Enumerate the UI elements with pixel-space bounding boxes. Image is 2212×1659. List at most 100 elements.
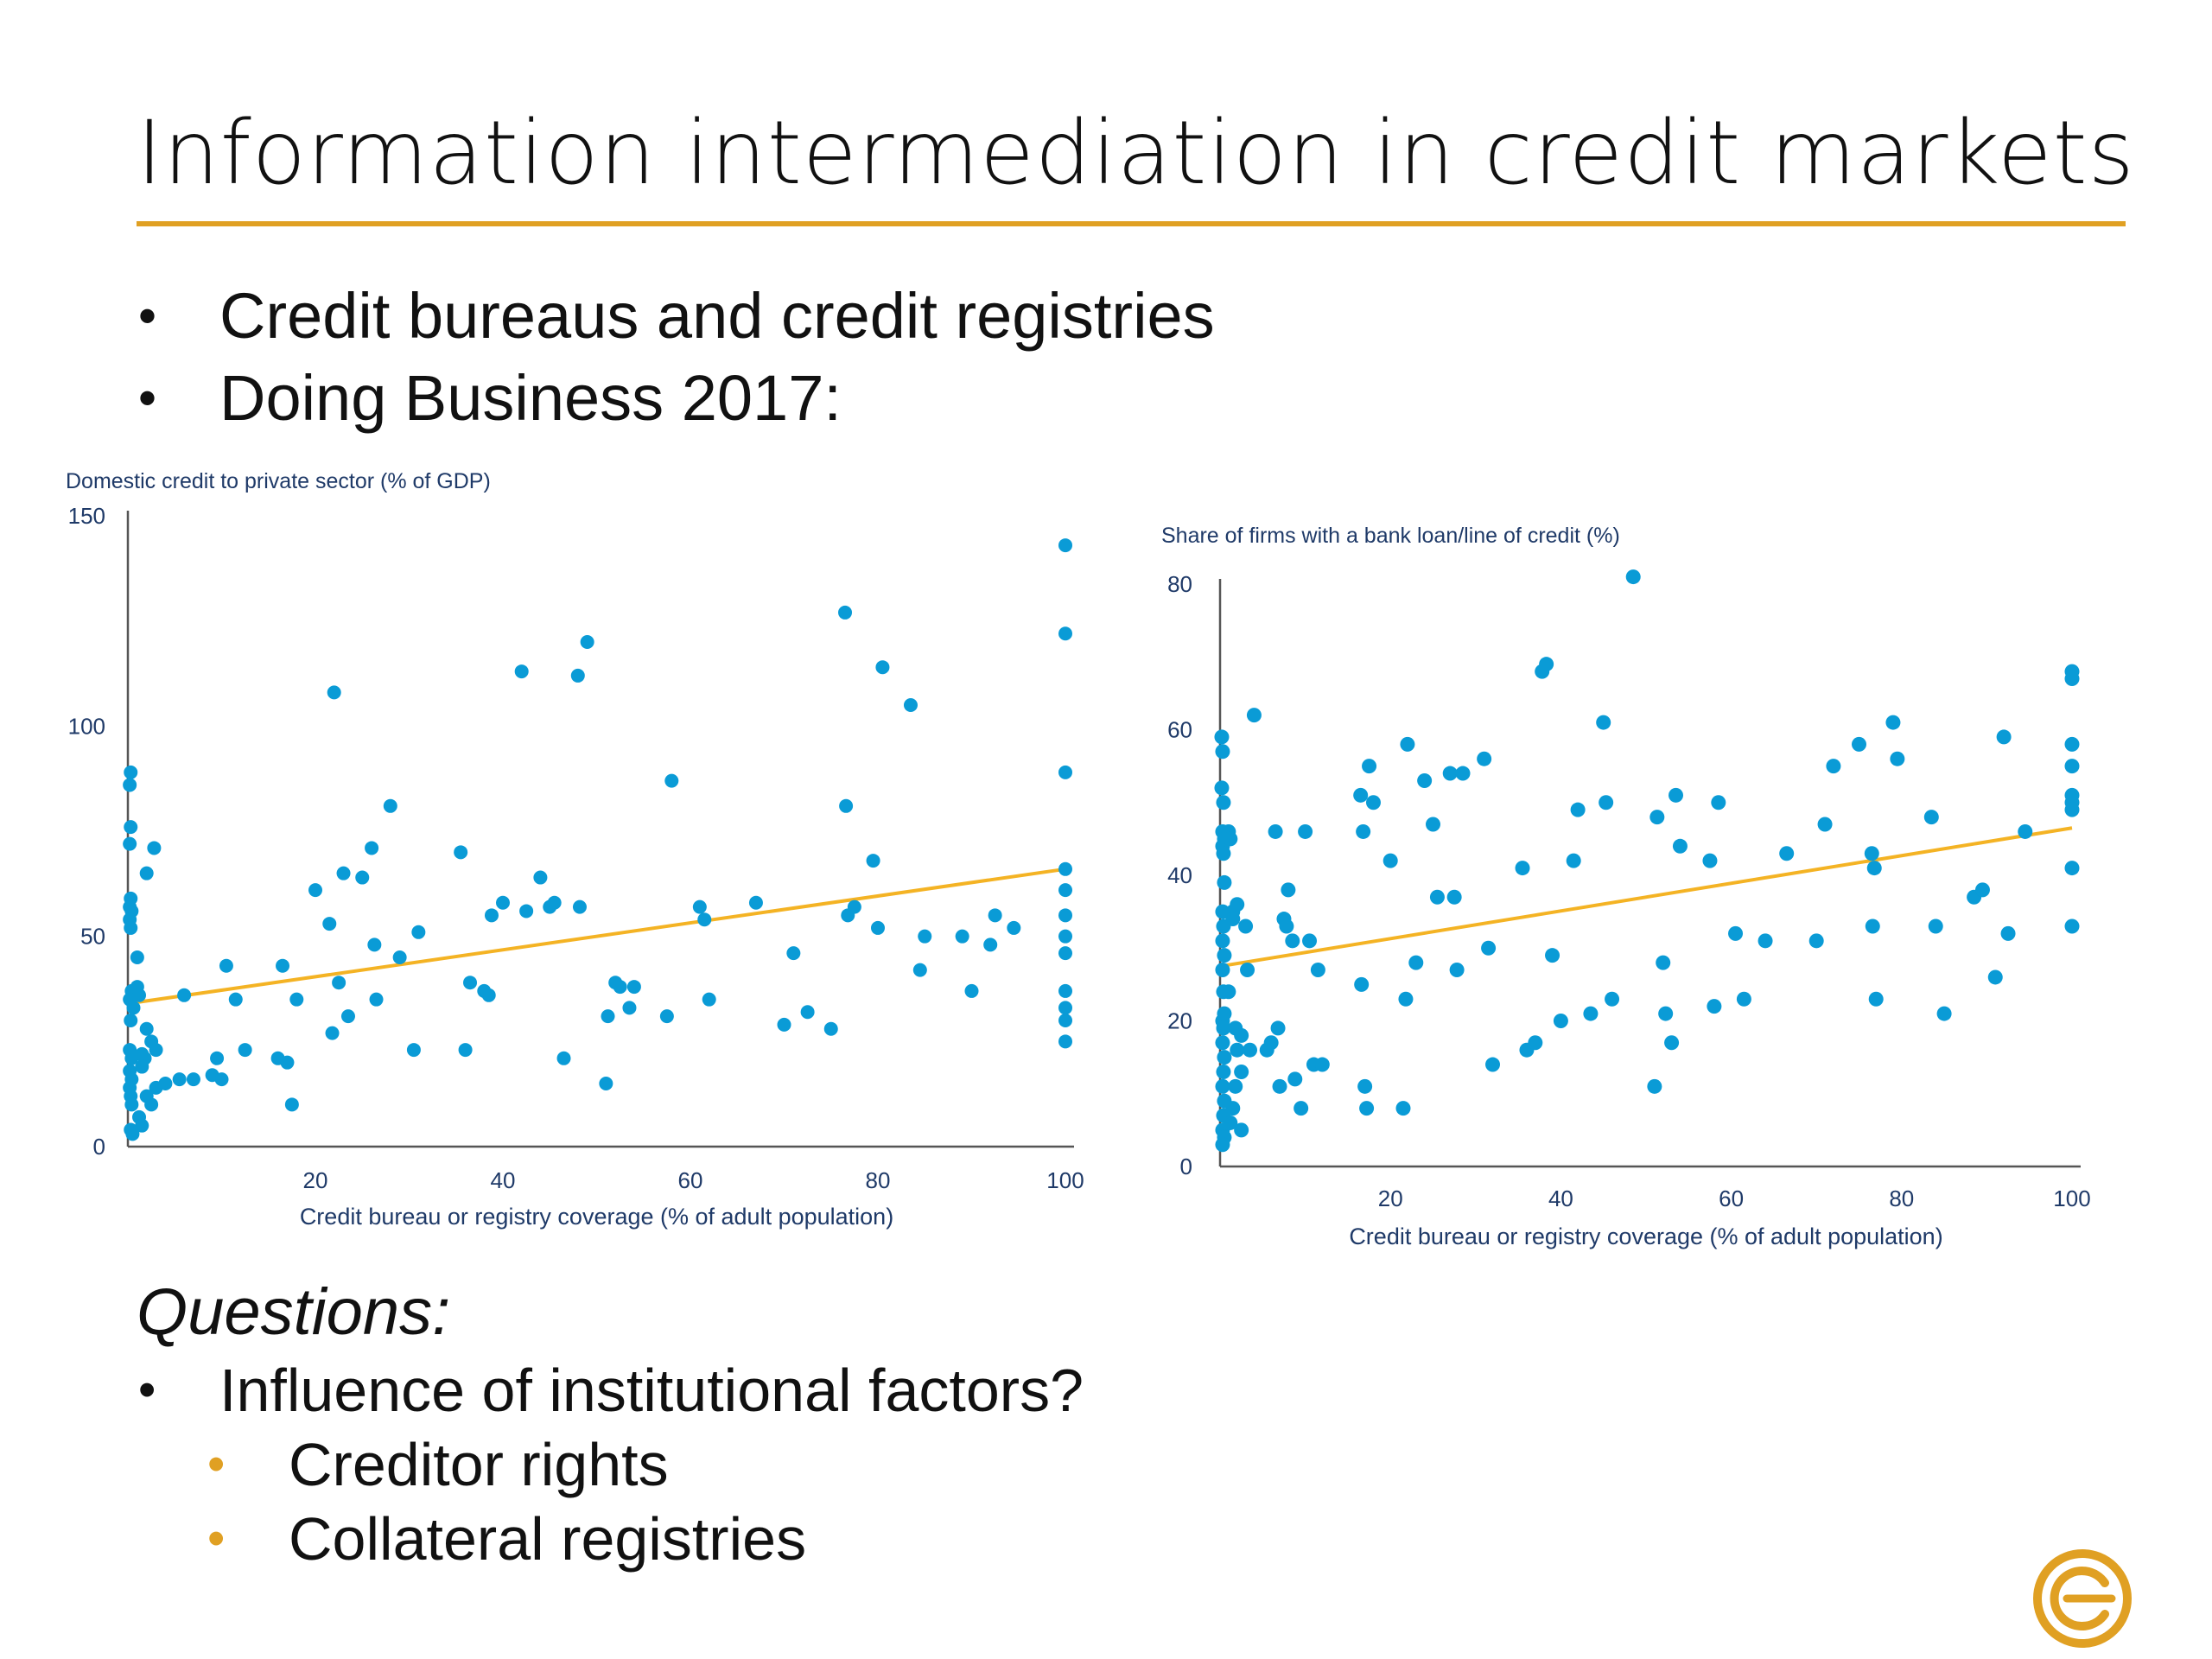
data-point [1987,969,2003,985]
bullet-dot-icon: • [207,1510,226,1567]
data-point [308,883,322,898]
data-point [1408,955,1424,970]
data-point [777,1017,791,1032]
data-point [1779,846,1795,861]
data-point [1214,780,1230,796]
data-point [1310,963,1325,978]
data-point [519,904,534,918]
data-point [1216,1064,1231,1079]
data-point [327,685,341,700]
x-tick-label: 20 [1378,1185,1403,1211]
y-tick-label: 100 [68,713,105,739]
data-point [1353,787,1369,803]
data-point [1058,538,1072,553]
data-point [1826,759,1841,774]
data-point [124,1014,138,1027]
data-point [1890,751,1905,766]
data-point [912,963,927,977]
data-point [1649,810,1665,825]
bullet-item: • Doing Business 2017: [138,357,1215,439]
data-point [1429,889,1445,905]
data-point [1216,795,1231,810]
data-point [1217,874,1232,890]
data-point [580,635,594,649]
x-tick-label: 100 [1046,1167,1084,1193]
data-point [613,980,627,995]
question-text: Collateral registries [289,1505,807,1573]
data-point [1664,1035,1680,1051]
data-point [332,976,346,990]
data-point [280,1055,295,1070]
data-point [284,1097,299,1112]
data-point [355,870,370,885]
data-point [1058,908,1072,923]
data-point [210,1051,225,1065]
data-point [1238,918,1254,934]
y-tick-label: 80 [1167,571,1192,597]
data-point [124,920,138,935]
data-point [1728,925,1744,941]
x-axis-label: Credit bureau or registry coverage (% of… [1349,1224,1942,1249]
questions-list: • Influence of institutional factors? • Cr… [138,1353,1084,1576]
x-tick-label: 80 [1889,1185,1914,1211]
bullet-item: • Credit bureaus and credit registries [138,275,1215,357]
data-point [1865,918,1880,934]
data-point [570,668,585,683]
data-point [1217,948,1232,963]
data-point [601,1009,615,1024]
chart-share-of-firms: Share of firms with a bank loan/line of … [1141,510,2143,1274]
data-point [1357,1078,1373,1094]
data-point [369,992,384,1007]
data-point [1225,1101,1241,1116]
data-point [1243,1042,1258,1058]
data-point [1215,744,1230,760]
data-point [454,845,468,860]
data-point [1058,983,1072,998]
data-point [481,988,496,1002]
y-axis-label: Domestic credit to private sector (% of … [66,469,491,493]
data-point [228,992,243,1007]
data-point [1223,1115,1238,1130]
data-point [1270,1020,1286,1036]
data-point [1702,853,1718,868]
data-point [659,1009,674,1024]
data-point [918,929,932,944]
data-point [1669,787,1684,803]
data-point [322,917,337,931]
bullet-dot-icon: • [138,369,157,427]
data-point [463,976,478,990]
data-point [1263,1035,1279,1051]
data-point [367,938,382,952]
data-point [1230,1042,1245,1058]
data-point [1545,948,1560,963]
data-point [838,605,853,620]
data-point [1481,940,1497,956]
data-point [955,929,969,944]
chart-domestic-credit: Domestic credit to private sector (% of … [52,462,1106,1262]
data-point [1215,904,1230,919]
data-point [1515,861,1530,876]
data-point [2064,918,2080,934]
x-tick-label: 40 [491,1167,516,1193]
data-point [866,854,880,868]
data-point [135,1118,149,1133]
data-point [1885,715,1901,730]
data-point [800,1005,815,1020]
y-tick-label: 20 [1167,1008,1192,1034]
data-point [1817,817,1833,832]
data-point [1217,1050,1232,1065]
x-tick-label: 20 [303,1167,328,1193]
data-point [1398,991,1414,1007]
data-point [276,958,290,973]
data-point [1215,963,1230,978]
question-subitem: • Collateral registries [138,1502,1084,1576]
data-point [123,778,137,792]
y-tick-label: 50 [80,924,105,950]
data-point [1455,766,1471,781]
data-point [406,1043,421,1058]
data-point [1058,883,1072,898]
data-point [496,895,510,910]
data-point [1221,984,1236,1000]
data-point [1281,882,1296,898]
data-point [1566,853,1581,868]
